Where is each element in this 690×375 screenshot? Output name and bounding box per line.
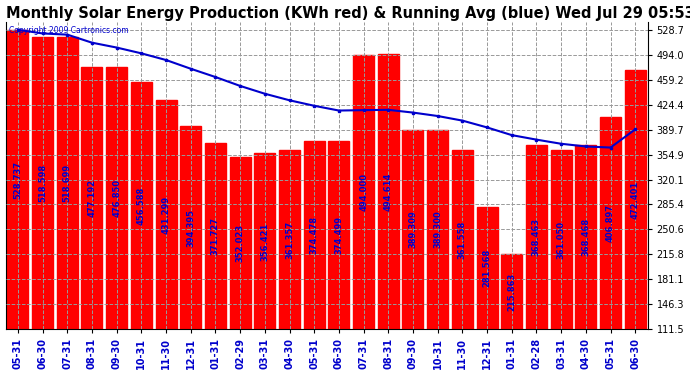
Text: 472.401: 472.401 <box>631 181 640 219</box>
Bar <box>8 30 28 329</box>
Text: 361.050: 361.050 <box>557 220 566 259</box>
Bar <box>402 130 424 329</box>
Bar <box>279 150 300 329</box>
Bar <box>81 67 103 329</box>
Bar <box>304 141 325 329</box>
Text: 368.463: 368.463 <box>532 218 541 256</box>
Bar <box>624 70 646 329</box>
Text: 374.499: 374.499 <box>335 216 344 254</box>
Text: 368.468: 368.468 <box>581 218 591 256</box>
Text: 374.478: 374.478 <box>310 216 319 254</box>
Bar <box>427 130 449 329</box>
Text: 406.897: 406.897 <box>606 204 615 242</box>
Bar <box>32 37 53 329</box>
Text: Copyright 2009 Cartronics.com: Copyright 2009 Cartronics.com <box>9 26 128 35</box>
Bar <box>452 150 473 329</box>
Text: Monthly Solar Energy Production (KWh red) & Running Avg (blue) Wed Jul 29 05:53: Monthly Solar Energy Production (KWh red… <box>6 6 690 21</box>
Bar <box>57 37 78 329</box>
Text: 394.395: 394.395 <box>186 209 195 247</box>
Bar <box>353 55 374 329</box>
Bar <box>106 67 127 329</box>
Text: 281.568: 281.568 <box>482 249 491 287</box>
Text: 361.357: 361.357 <box>285 220 294 259</box>
Bar <box>600 117 621 329</box>
Bar <box>230 157 250 329</box>
Text: 389.309: 389.309 <box>408 211 417 249</box>
Bar <box>180 126 201 329</box>
Text: 456.588: 456.588 <box>137 186 146 225</box>
Text: 518.699: 518.699 <box>63 164 72 202</box>
Bar <box>477 207 497 329</box>
Bar <box>131 82 152 329</box>
Text: 431.299: 431.299 <box>161 195 170 234</box>
Text: 528.737: 528.737 <box>13 160 22 198</box>
Bar <box>155 100 177 329</box>
Bar <box>205 142 226 329</box>
Text: 361.558: 361.558 <box>458 220 467 259</box>
Text: 215.863: 215.863 <box>507 273 516 311</box>
Text: 476.850: 476.850 <box>112 179 121 217</box>
Text: 389.300: 389.300 <box>433 211 442 249</box>
Text: 371.727: 371.727 <box>211 217 220 255</box>
Text: 477.192: 477.192 <box>88 179 97 217</box>
Text: 356.421: 356.421 <box>260 222 269 261</box>
Bar <box>255 153 275 329</box>
Text: 494.000: 494.000 <box>359 173 368 211</box>
Text: 518.598: 518.598 <box>38 164 47 202</box>
Bar <box>501 254 522 329</box>
Bar <box>575 145 596 329</box>
Bar <box>551 150 571 329</box>
Text: 352.023: 352.023 <box>235 224 245 262</box>
Bar <box>526 145 547 329</box>
Text: 494.614: 494.614 <box>384 172 393 211</box>
Bar <box>328 141 349 329</box>
Bar <box>378 54 399 329</box>
